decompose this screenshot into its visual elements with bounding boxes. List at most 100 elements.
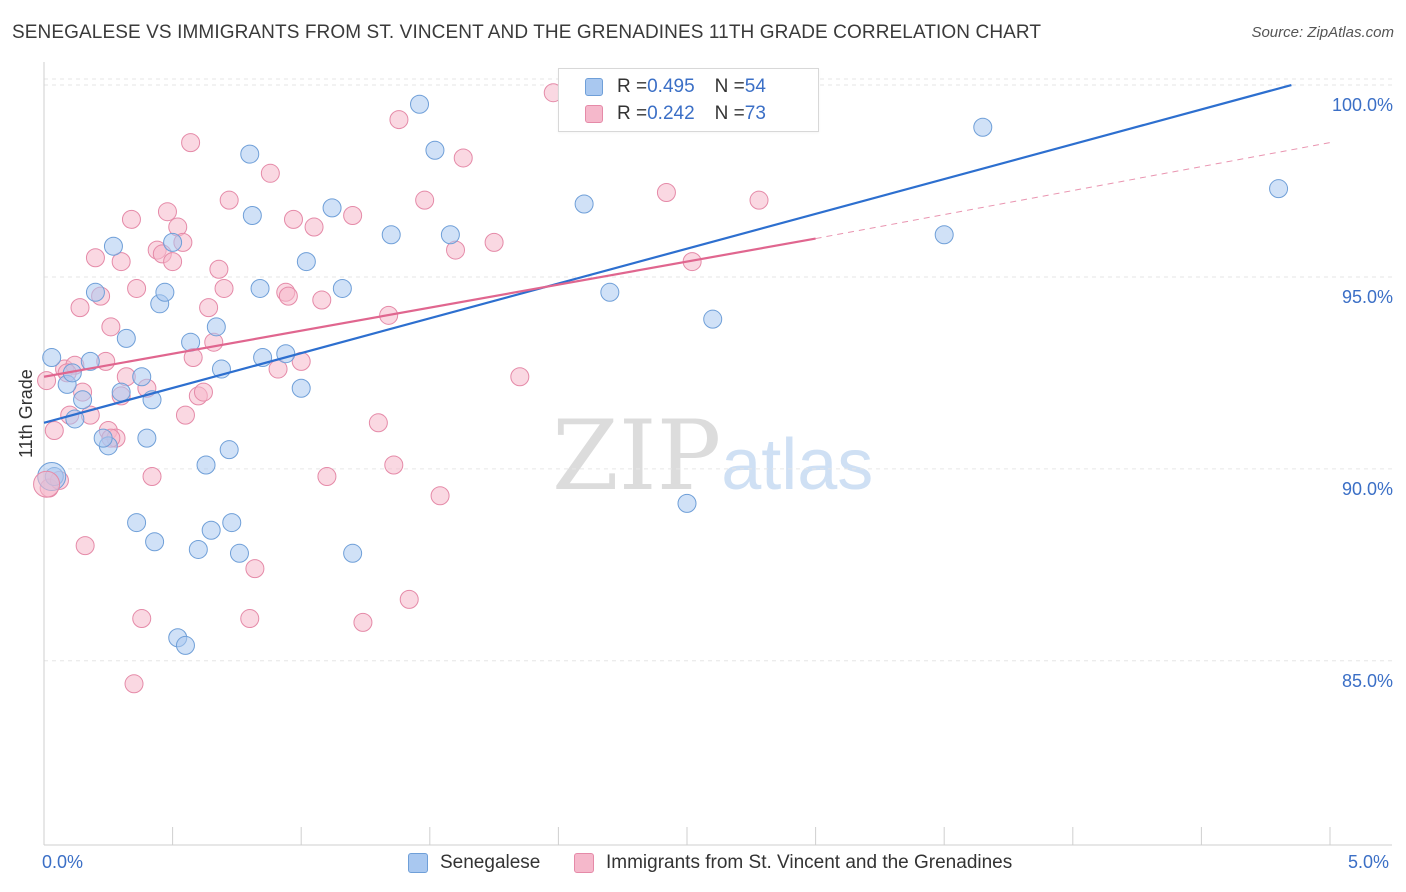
x-tick-label: 0.0% bbox=[42, 852, 84, 872]
chart-title: SENEGALESE VS IMMIGRANTS FROM ST. VINCEN… bbox=[12, 22, 1042, 43]
legend-n-label: N = bbox=[714, 103, 745, 124]
watermark-atlas: atlas bbox=[721, 425, 874, 505]
senegalese-point bbox=[332, 278, 352, 298]
watermark-zip: ZIP bbox=[552, 400, 722, 512]
immigrant-point bbox=[260, 163, 280, 183]
immigrant-point bbox=[749, 190, 769, 210]
immigrant-point bbox=[132, 609, 152, 629]
senegalese-point bbox=[175, 635, 195, 655]
senegalese-point bbox=[381, 225, 401, 245]
immigrant-point bbox=[389, 110, 409, 130]
senegalese-point bbox=[206, 317, 226, 337]
legend-row-immigrants: R = 0.242 N = 73 bbox=[585, 101, 766, 127]
legend-r-label: R = bbox=[617, 76, 648, 97]
immigrant-point bbox=[181, 133, 201, 153]
senegalese-point bbox=[103, 236, 123, 256]
immigrant-point bbox=[656, 183, 676, 202]
senegalese-point bbox=[65, 409, 85, 429]
immigrant-point bbox=[70, 298, 90, 318]
immigrant-point bbox=[75, 536, 95, 556]
legend-swatch-blue bbox=[408, 853, 428, 873]
senegalese-point bbox=[155, 282, 175, 302]
immigrant-point bbox=[101, 317, 121, 337]
legend-r-value: 0.242 bbox=[647, 103, 695, 124]
senegalese-point bbox=[574, 194, 594, 214]
legend-label: Senegalese bbox=[440, 852, 541, 873]
y-axis-title: 11th Grade bbox=[16, 369, 36, 458]
senegalese-point bbox=[127, 513, 147, 533]
senegalese-point bbox=[600, 282, 620, 302]
immigrant-point bbox=[44, 420, 64, 440]
senegalese-point bbox=[201, 520, 221, 540]
immigrant-point bbox=[510, 367, 530, 387]
immigrant-point bbox=[453, 148, 473, 168]
senegalese-point bbox=[322, 198, 342, 218]
immigrant-point bbox=[157, 202, 177, 222]
immigrant-point bbox=[111, 252, 131, 272]
immigrant-point bbox=[278, 286, 298, 306]
watermark: ZIPatlas bbox=[552, 400, 873, 512]
legend-label: Immigrants from St. Vincent and the Gren… bbox=[606, 852, 1013, 873]
immigrant-point bbox=[85, 248, 105, 268]
y-tick-label: 100.0% bbox=[1331, 95, 1393, 116]
senegalese-point bbox=[93, 428, 113, 448]
immigrant-point bbox=[304, 217, 324, 237]
senegalese-point bbox=[222, 513, 242, 533]
senegalese-point bbox=[73, 390, 93, 410]
legend-item-senegalese[interactable]: Senegalese bbox=[408, 852, 540, 874]
legend-r-value: 0.495 bbox=[647, 76, 695, 97]
senegalese-point bbox=[296, 252, 316, 272]
immigrant-point bbox=[399, 589, 419, 609]
legend-n-label: N = bbox=[714, 76, 745, 97]
immigrant-trendline-extension bbox=[815, 142, 1331, 240]
senegalese-point bbox=[250, 278, 270, 298]
immigrant-point bbox=[283, 209, 303, 229]
legend-n-value: 73 bbox=[744, 103, 766, 124]
immigrant-trendline bbox=[43, 237, 816, 378]
senegalese-point bbox=[145, 532, 165, 552]
y-tick-label: 90.0% bbox=[1341, 478, 1393, 499]
senegalese-point bbox=[343, 543, 363, 563]
senegalese-point bbox=[116, 328, 136, 348]
legend-n-value: 54 bbox=[744, 76, 766, 97]
senegalese-point bbox=[291, 378, 311, 398]
legend-row-senegalese: R = 0.495 N = 54 bbox=[585, 74, 766, 100]
immigrant-point bbox=[199, 298, 219, 318]
y-tick-label: 85.0% bbox=[1341, 670, 1393, 691]
immigrant-point bbox=[484, 232, 504, 252]
immigrant-point bbox=[175, 405, 195, 425]
stats-legend: R = 0.495 N = 54 R = 0.242 N = 73 bbox=[558, 68, 819, 132]
immigrant-point bbox=[33, 470, 61, 498]
immigrant-point bbox=[163, 252, 183, 272]
senegalese-point bbox=[188, 539, 208, 559]
senegalese-point bbox=[440, 225, 460, 245]
immigrant-point bbox=[209, 259, 229, 279]
senegalese-point bbox=[934, 225, 954, 245]
senegalese-point bbox=[111, 382, 131, 402]
immigrant-point bbox=[245, 559, 265, 579]
senegalese-point bbox=[410, 94, 430, 114]
senegalese-point bbox=[80, 351, 100, 371]
immigrant-point bbox=[343, 206, 363, 226]
senegalese-point bbox=[229, 543, 249, 563]
senegalese-point bbox=[163, 232, 183, 252]
legend-swatch-pink bbox=[574, 853, 594, 873]
senegalese-point bbox=[132, 367, 152, 387]
senegalese-point bbox=[137, 428, 157, 448]
senegalese-point bbox=[42, 348, 62, 368]
senegalese-point bbox=[425, 140, 445, 160]
immigrant-point bbox=[193, 382, 213, 402]
senegalese-point bbox=[703, 309, 723, 329]
immigrant-point bbox=[121, 209, 141, 229]
senegalese-point bbox=[85, 282, 105, 302]
senegalese-point bbox=[219, 440, 239, 460]
senegalese-point bbox=[973, 117, 993, 137]
senegalese-trendline bbox=[43, 83, 1292, 424]
immigrant-point bbox=[368, 413, 388, 433]
legend-item-immigrants[interactable]: Immigrants from St. Vincent and the Gren… bbox=[574, 852, 1012, 874]
immigrant-point bbox=[214, 278, 234, 298]
senegalese-point bbox=[240, 144, 260, 164]
senegalese-point bbox=[677, 493, 697, 513]
y-tick-label: 95.0% bbox=[1341, 286, 1393, 307]
